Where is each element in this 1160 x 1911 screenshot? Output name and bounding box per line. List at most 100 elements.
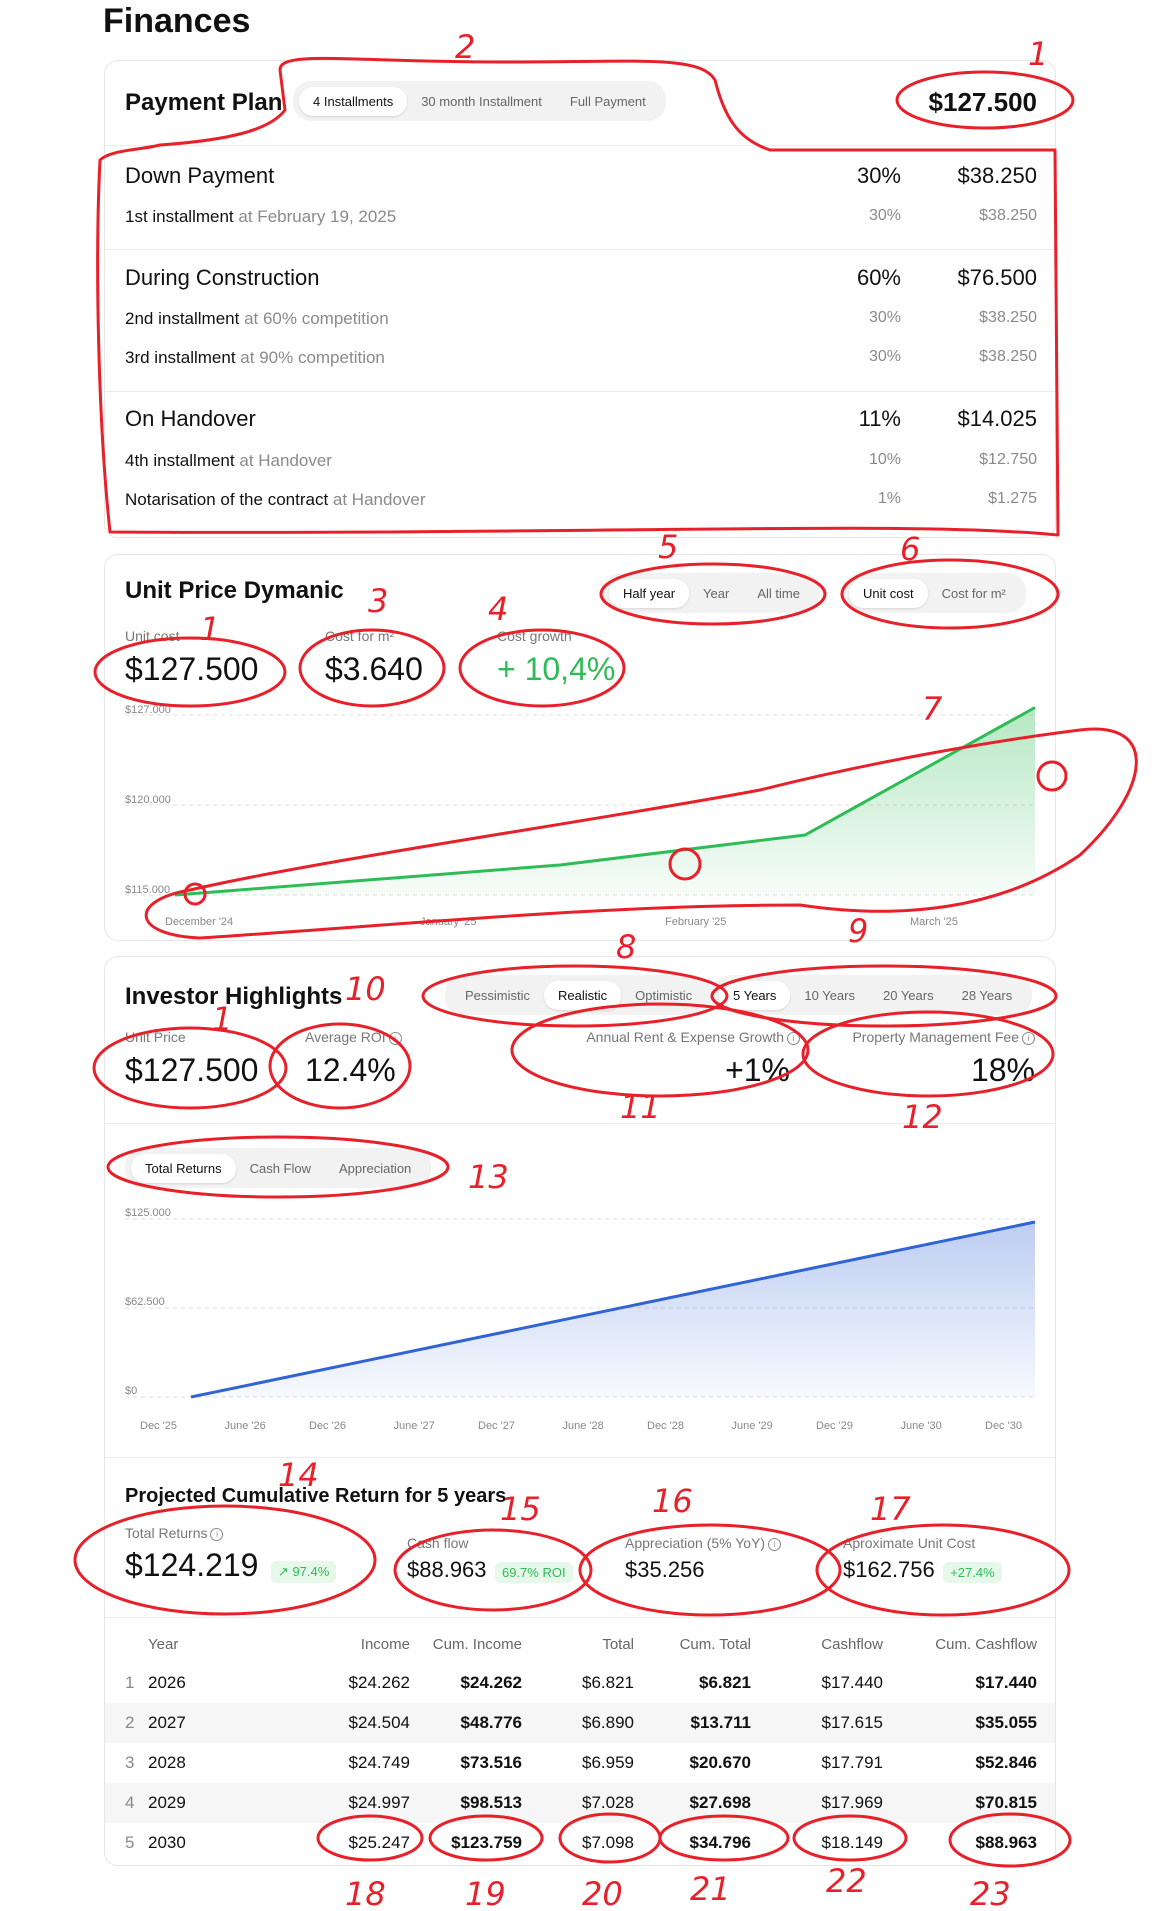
row-number: 1 bbox=[125, 1673, 135, 1692]
payment-plan-title: Payment Plan bbox=[125, 89, 283, 116]
tab-30-month-installment[interactable]: 30 month Installment bbox=[421, 93, 542, 109]
projected-title: Projected Cumulative Return for 5 years bbox=[125, 1485, 507, 1507]
total-cell: $6.959 bbox=[582, 1753, 634, 1772]
column-header: Year bbox=[148, 1635, 179, 1653]
appreciation-label: Appreciation (5% YoY) i bbox=[625, 1535, 782, 1551]
info-icon[interactable]: i bbox=[210, 1527, 224, 1541]
column-header: Cum. Income bbox=[432, 1635, 522, 1653]
table-row: 1 2026 $24.262 $24.262 $6.821 $6.821 $17… bbox=[105, 1663, 1055, 1703]
installment-pct: 10% bbox=[868, 451, 901, 468]
table-row: 4 2029 $24.997 $98.513 $7.028 $27.698 $1… bbox=[105, 1783, 1055, 1823]
installment-name: 2nd installment bbox=[125, 309, 240, 328]
installment-amount: $1.275 bbox=[988, 490, 1037, 507]
installment-row: 1st installment at February 19, 2025 bbox=[125, 207, 396, 227]
row-number: 4 bbox=[105, 1783, 147, 1823]
cum-cashflow-cell: $88.963 bbox=[975, 1833, 1037, 1852]
cum-total-cell: $13.711 bbox=[635, 1703, 752, 1743]
cum-total-cell: $34.796 bbox=[689, 1833, 751, 1852]
cash-flow-label: Cash flow bbox=[407, 1535, 469, 1551]
installment-when: at Handover bbox=[332, 490, 426, 509]
installment-amount: $38.250 bbox=[979, 348, 1037, 365]
installment-pct: 30% bbox=[868, 348, 901, 365]
total-returns-value: $124.219 bbox=[125, 1547, 259, 1583]
section-label-on-handover: On Handover bbox=[125, 406, 256, 431]
x-tick-label: June '30 bbox=[901, 1420, 942, 1432]
y-tick-label: $115.000 bbox=[125, 884, 170, 896]
installment-when: at Handover bbox=[239, 451, 332, 470]
total-returns-badge: ↗ 97.4% bbox=[270, 1560, 337, 1583]
y-tick-label: $120.000 bbox=[125, 794, 171, 806]
table-row: 2 2027 $24.504 $48.776 $6.890 $13.711 $1… bbox=[105, 1703, 1055, 1743]
column-header: Cum. Cashflow bbox=[935, 1635, 1037, 1653]
row-number: 2 bbox=[105, 1703, 147, 1743]
x-tick-label: June '27 bbox=[394, 1420, 435, 1432]
unit-price-chart: $127.000 $120.000 $115.000 December '24 … bbox=[125, 704, 1036, 928]
y-tick-label: $62.500 bbox=[125, 1296, 165, 1308]
column-header: Cum. Total bbox=[679, 1635, 751, 1653]
approx-unit-cost-badge: +27.4% bbox=[943, 1562, 1002, 1584]
installment-when: at 60% competition bbox=[244, 309, 389, 328]
x-tick-label: Dec '25 bbox=[140, 1420, 177, 1432]
info-icon[interactable]: i bbox=[768, 1537, 782, 1551]
cum-cashflow-cell: $17.440 bbox=[975, 1673, 1037, 1692]
table-header-row: Year Income Cum. Income Total Cum. Total… bbox=[105, 1625, 1055, 1663]
series-line bbox=[190, 1220, 1036, 1399]
investor-title: Investor Highlights bbox=[125, 983, 343, 1010]
x-tick-label: Dec '30 bbox=[985, 1420, 1022, 1432]
section-label-during-construction: During Construction bbox=[125, 265, 320, 290]
payment-plan-total: $127.500 bbox=[928, 87, 1037, 117]
cashflow-cell: $17.969 bbox=[752, 1783, 884, 1823]
cum-income-cell: $73.516 bbox=[460, 1753, 522, 1772]
total-cell: $6.890 bbox=[523, 1703, 635, 1743]
annotation-number: 18 bbox=[345, 1875, 386, 1911]
annotation-number: 23 bbox=[970, 1875, 1011, 1911]
x-tick-label: June '28 bbox=[563, 1420, 604, 1432]
cum-cashflow-cell: $70.815 bbox=[884, 1783, 1055, 1823]
year-cell: 2027 bbox=[147, 1703, 239, 1743]
x-tick-label: Dec '29 bbox=[816, 1420, 853, 1432]
year-cell: 2029 bbox=[147, 1783, 239, 1823]
tab-full-payment[interactable]: Full Payment bbox=[569, 93, 646, 109]
x-tick-label: December '24 bbox=[165, 916, 233, 928]
projection-table-wrap: Year Income Cum. Income Total Cum. Total… bbox=[105, 1625, 1055, 1855]
installment-row: Notarisation of the contract at Handover bbox=[125, 490, 426, 510]
cashflow-cell: $17.791 bbox=[821, 1753, 883, 1772]
section-amount: $38.250 bbox=[957, 163, 1037, 188]
returns-chart: $125.000 $62.500 $0 Dec '25 June '26 Dec '… bbox=[125, 1207, 1036, 1432]
income-cell: $24.504 bbox=[239, 1703, 411, 1743]
annotation-number: 22 bbox=[826, 1862, 867, 1900]
unit-price-card: Unit Price Dymanic Half year Year All ti… bbox=[104, 554, 1056, 941]
installment-row: 3rd installment at 90% competition bbox=[125, 348, 385, 368]
cum-income-cell: $24.262 bbox=[460, 1673, 522, 1692]
tab-4-installments[interactable]: 4 Installments bbox=[299, 86, 408, 116]
column-header: Income bbox=[360, 1635, 410, 1653]
installment-name: 4th installment bbox=[125, 451, 235, 470]
cum-total-cell: $20.670 bbox=[689, 1753, 751, 1772]
installment-name: Notarisation of the contract bbox=[125, 490, 329, 509]
cashflow-cell: $17.615 bbox=[752, 1703, 884, 1743]
projection-table: Year Income Cum. Income Total Cum. Total… bbox=[105, 1625, 1055, 1863]
appreciation-label-text: Appreciation (5% YoY) bbox=[625, 1535, 766, 1551]
year-cell: 2028 bbox=[148, 1753, 186, 1772]
x-tick-label: Dec '27 bbox=[478, 1420, 515, 1432]
payment-plan-card: Payment Plan 4 Installments 30 month Ins… bbox=[104, 60, 1056, 538]
approx-unit-cost-value: $162.756 bbox=[843, 1557, 935, 1582]
section-pct: 30% bbox=[856, 163, 901, 188]
column-header: Total bbox=[602, 1635, 634, 1653]
cash-flow-value-row: $88.963 69.7% ROI bbox=[407, 1557, 573, 1584]
income-cell: $25.247 bbox=[348, 1833, 410, 1852]
appreciation-value: $35.256 bbox=[625, 1557, 705, 1582]
x-tick-label: February '25 bbox=[665, 916, 726, 928]
installment-row: 4th installment at Handover bbox=[125, 451, 332, 471]
cum-income-cell: $98.513 bbox=[411, 1783, 523, 1823]
income-cell: $24.749 bbox=[348, 1753, 410, 1772]
x-tick-label: June '26 bbox=[225, 1420, 266, 1432]
total-returns-label: Total Returns i bbox=[125, 1525, 224, 1541]
income-cell: $24.997 bbox=[239, 1783, 411, 1823]
x-tick-label: Dec '28 bbox=[647, 1420, 684, 1432]
trend-up-icon: ↗ bbox=[277, 1563, 289, 1579]
installment-pct: 1% bbox=[877, 490, 901, 507]
row-number: 3 bbox=[125, 1753, 135, 1772]
section-pct: 11% bbox=[858, 406, 901, 431]
annotation-number: 21 bbox=[690, 1870, 731, 1908]
